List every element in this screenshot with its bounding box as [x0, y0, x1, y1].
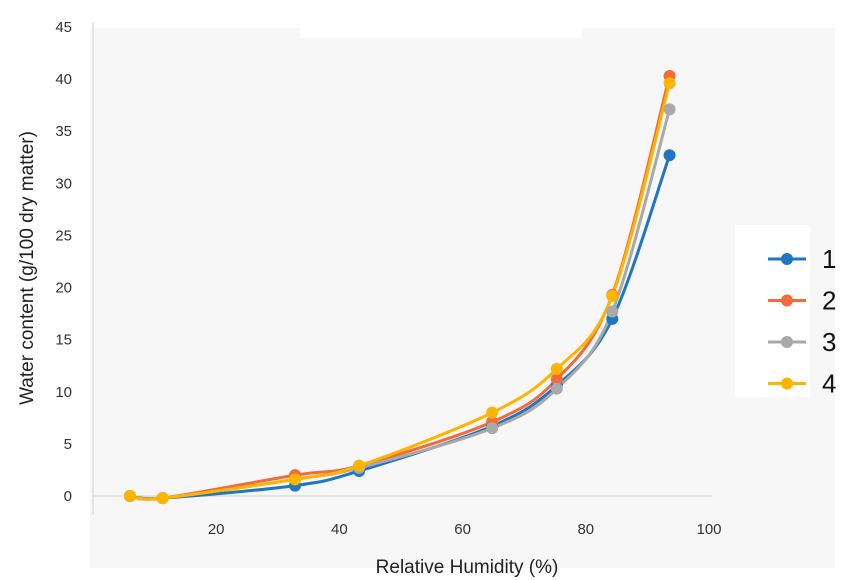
x-axis-title: Relative Humidity (%)	[376, 557, 559, 578]
series-line-4	[129, 82, 672, 501]
y-tick-labels: 0 5 10 15 20 25 30 35 40 45	[55, 19, 72, 505]
data-point-series-4	[663, 77, 676, 90]
x-tick-label: 100	[696, 521, 721, 538]
data-point-series-4	[353, 459, 366, 472]
legend-label: 2	[822, 286, 836, 316]
y-tick-label: 30	[55, 175, 72, 192]
data-point-series-3	[486, 422, 499, 435]
data-point-series-3	[606, 305, 619, 318]
y-tick-label: 25	[55, 227, 72, 244]
legend-swatch-marker	[781, 253, 793, 265]
y-axis-title: Water content (g/100 dry matter)	[17, 131, 38, 405]
x-tick-label: 80	[577, 521, 594, 538]
y-tick-label: 10	[55, 384, 72, 401]
legend: 1 2 3 4	[768, 244, 836, 399]
y-tick-label: 40	[55, 71, 72, 88]
data-point-series-2	[550, 373, 563, 386]
y-tick-label: 0	[64, 488, 72, 505]
legend-swatch-marker	[781, 294, 793, 307]
data-point-series-4	[486, 406, 499, 419]
x-tick-labels: 20 40 60 80 100	[208, 521, 722, 538]
y-tick-label: 35	[55, 123, 72, 140]
plot-background	[90, 28, 835, 568]
title-area	[300, 0, 582, 38]
legend-box	[735, 225, 810, 397]
legend-label: 3	[822, 327, 836, 357]
data-point-series-3	[550, 382, 563, 395]
series-points	[123, 69, 676, 505]
data-point-series-4	[156, 492, 169, 505]
legend-swatch-marker	[781, 377, 793, 390]
data-point-series-1	[663, 149, 676, 162]
data-point-series-4	[123, 490, 136, 502]
data-point-series-4	[289, 473, 302, 486]
data-point-series-3	[663, 103, 676, 116]
y-tick-label: 20	[55, 280, 72, 297]
y-tick-label: 5	[64, 436, 72, 453]
y-tick-label: 45	[55, 19, 72, 36]
data-point-series-4	[606, 289, 619, 302]
data-point-series-4	[550, 362, 563, 375]
legend-label: 4	[822, 369, 836, 399]
legend-swatch-marker	[781, 336, 793, 348]
x-tick-label: 40	[331, 521, 348, 538]
y-tick-label: 15	[55, 332, 72, 349]
x-tick-label: 20	[208, 521, 225, 538]
x-tick-label: 60	[454, 521, 471, 538]
legend-label: 1	[822, 244, 836, 274]
